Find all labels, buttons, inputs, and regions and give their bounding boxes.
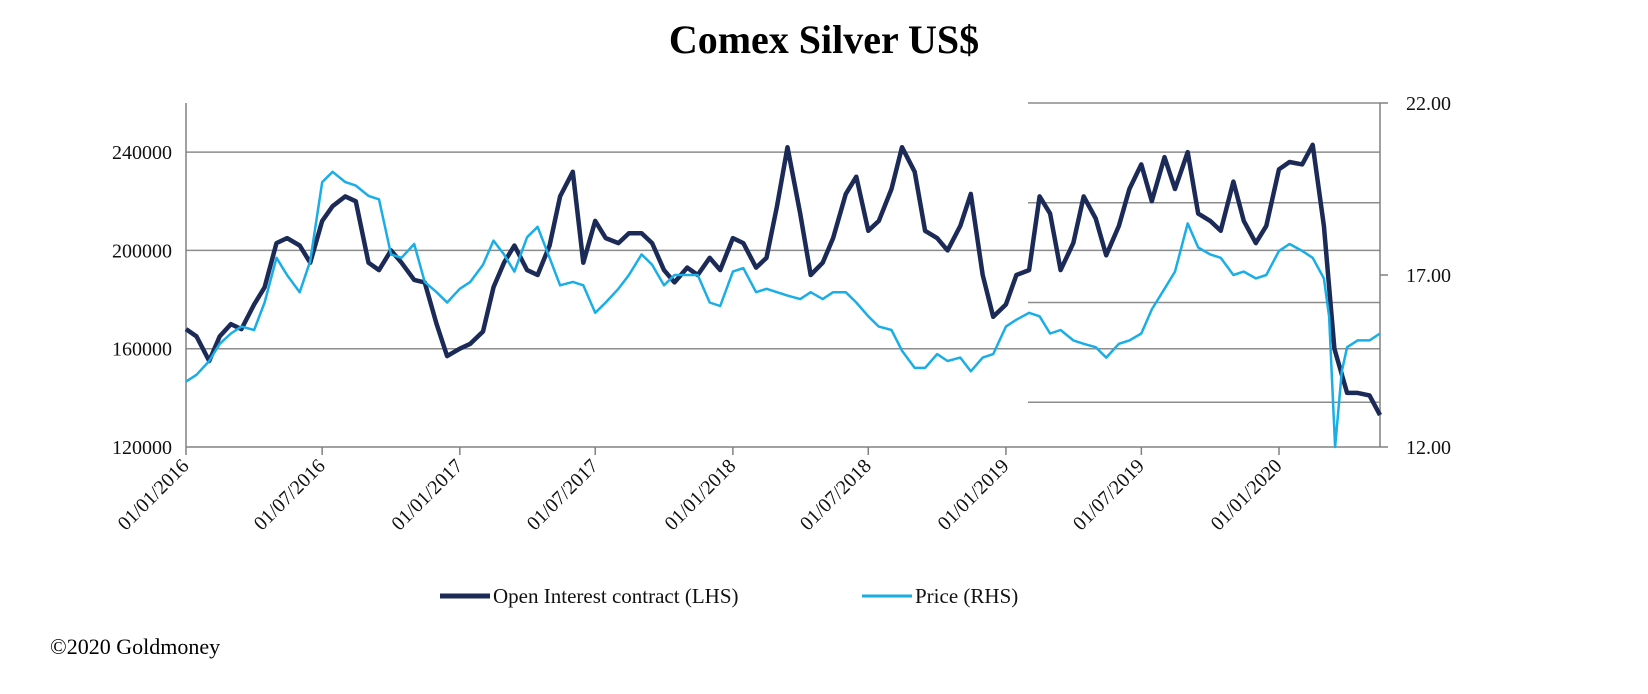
x-tick-label: 01/07/2016 xyxy=(250,455,330,535)
y-left-tick-label: 200000 xyxy=(112,240,172,262)
chart-title: Comex Silver US$ xyxy=(668,17,980,62)
open-interest-line xyxy=(184,142,1382,417)
y-left-tick-label: 240000 xyxy=(112,142,172,164)
x-tick-label: 01/07/2017 xyxy=(523,455,603,535)
x-tick-label: 01/01/2017 xyxy=(387,455,467,535)
legend-label-open-interest: Open Interest contract (LHS) xyxy=(493,584,739,608)
legend-label-price: Price (RHS) xyxy=(915,584,1018,608)
price-line xyxy=(185,170,1381,449)
x-tick-label: 01/01/2018 xyxy=(660,455,740,535)
x-tick-label: 01/01/2019 xyxy=(933,455,1013,535)
tick-labels: 120000 160000 200000 240000 12.00 17.00 22.00 0… xyxy=(112,93,1451,535)
y-right-tick-label: 12.00 xyxy=(1406,437,1451,459)
copyright-notice: ©2020 Goldmoney xyxy=(50,634,221,659)
y-left-tick-label: 160000 xyxy=(112,339,172,361)
x-tick-label: 01/01/2020 xyxy=(1207,455,1287,535)
axes xyxy=(185,103,1381,448)
x-tick-label: 01/01/2016 xyxy=(114,455,194,535)
legend: Open Interest contract (LHS) Price (RHS) xyxy=(440,584,1018,608)
x-tick-label: 01/07/2018 xyxy=(796,455,876,535)
y-right-tick-label: 17.00 xyxy=(1406,265,1451,287)
series-lines xyxy=(184,142,1382,449)
y-right-tick-label: 22.00 xyxy=(1406,93,1451,115)
x-tick-label: 01/07/2019 xyxy=(1069,455,1149,535)
y-left-tick-label: 120000 xyxy=(112,437,172,459)
